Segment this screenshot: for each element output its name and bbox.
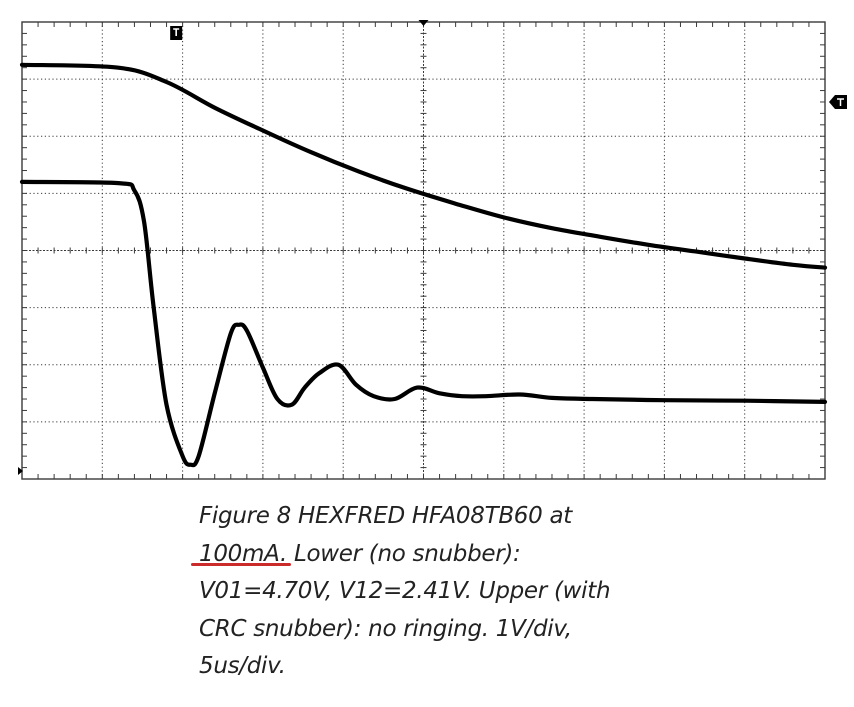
- caption-line-1: Figure 8 HEXFRED HFA08TB60 at: [199, 503, 573, 529]
- figure-caption: Figure 8 HEXFRED HFA08TB60 at 100mA. Low…: [199, 498, 759, 686]
- caption-line-2: 100mA. Lower (no snubber):: [199, 536, 759, 574]
- caption-line-5: 5us/div.: [199, 653, 286, 679]
- trigger-level-marker: [829, 94, 847, 109]
- center-position-marker: [418, 20, 429, 26]
- trigger-t-glyph: [173, 28, 180, 36]
- ground-reference-marker: [18, 467, 23, 475]
- caption-line-3: V01=4.70V, V12=2.41V. Upper (with: [199, 578, 611, 604]
- caption-line-4: CRC snubber): no ringing. 1V/div,: [199, 615, 572, 642]
- upper-trace-with-snubber: [19, 62, 828, 270]
- caption-line-2-rest: Lower (no snubber):: [286, 540, 521, 567]
- oscilloscope-screen: [18, 20, 847, 480]
- trigger-level-t-glyph: [837, 98, 844, 106]
- lower-trace-no-snubber: [19, 179, 828, 468]
- caption-highlight: 100mA.: [199, 540, 287, 567]
